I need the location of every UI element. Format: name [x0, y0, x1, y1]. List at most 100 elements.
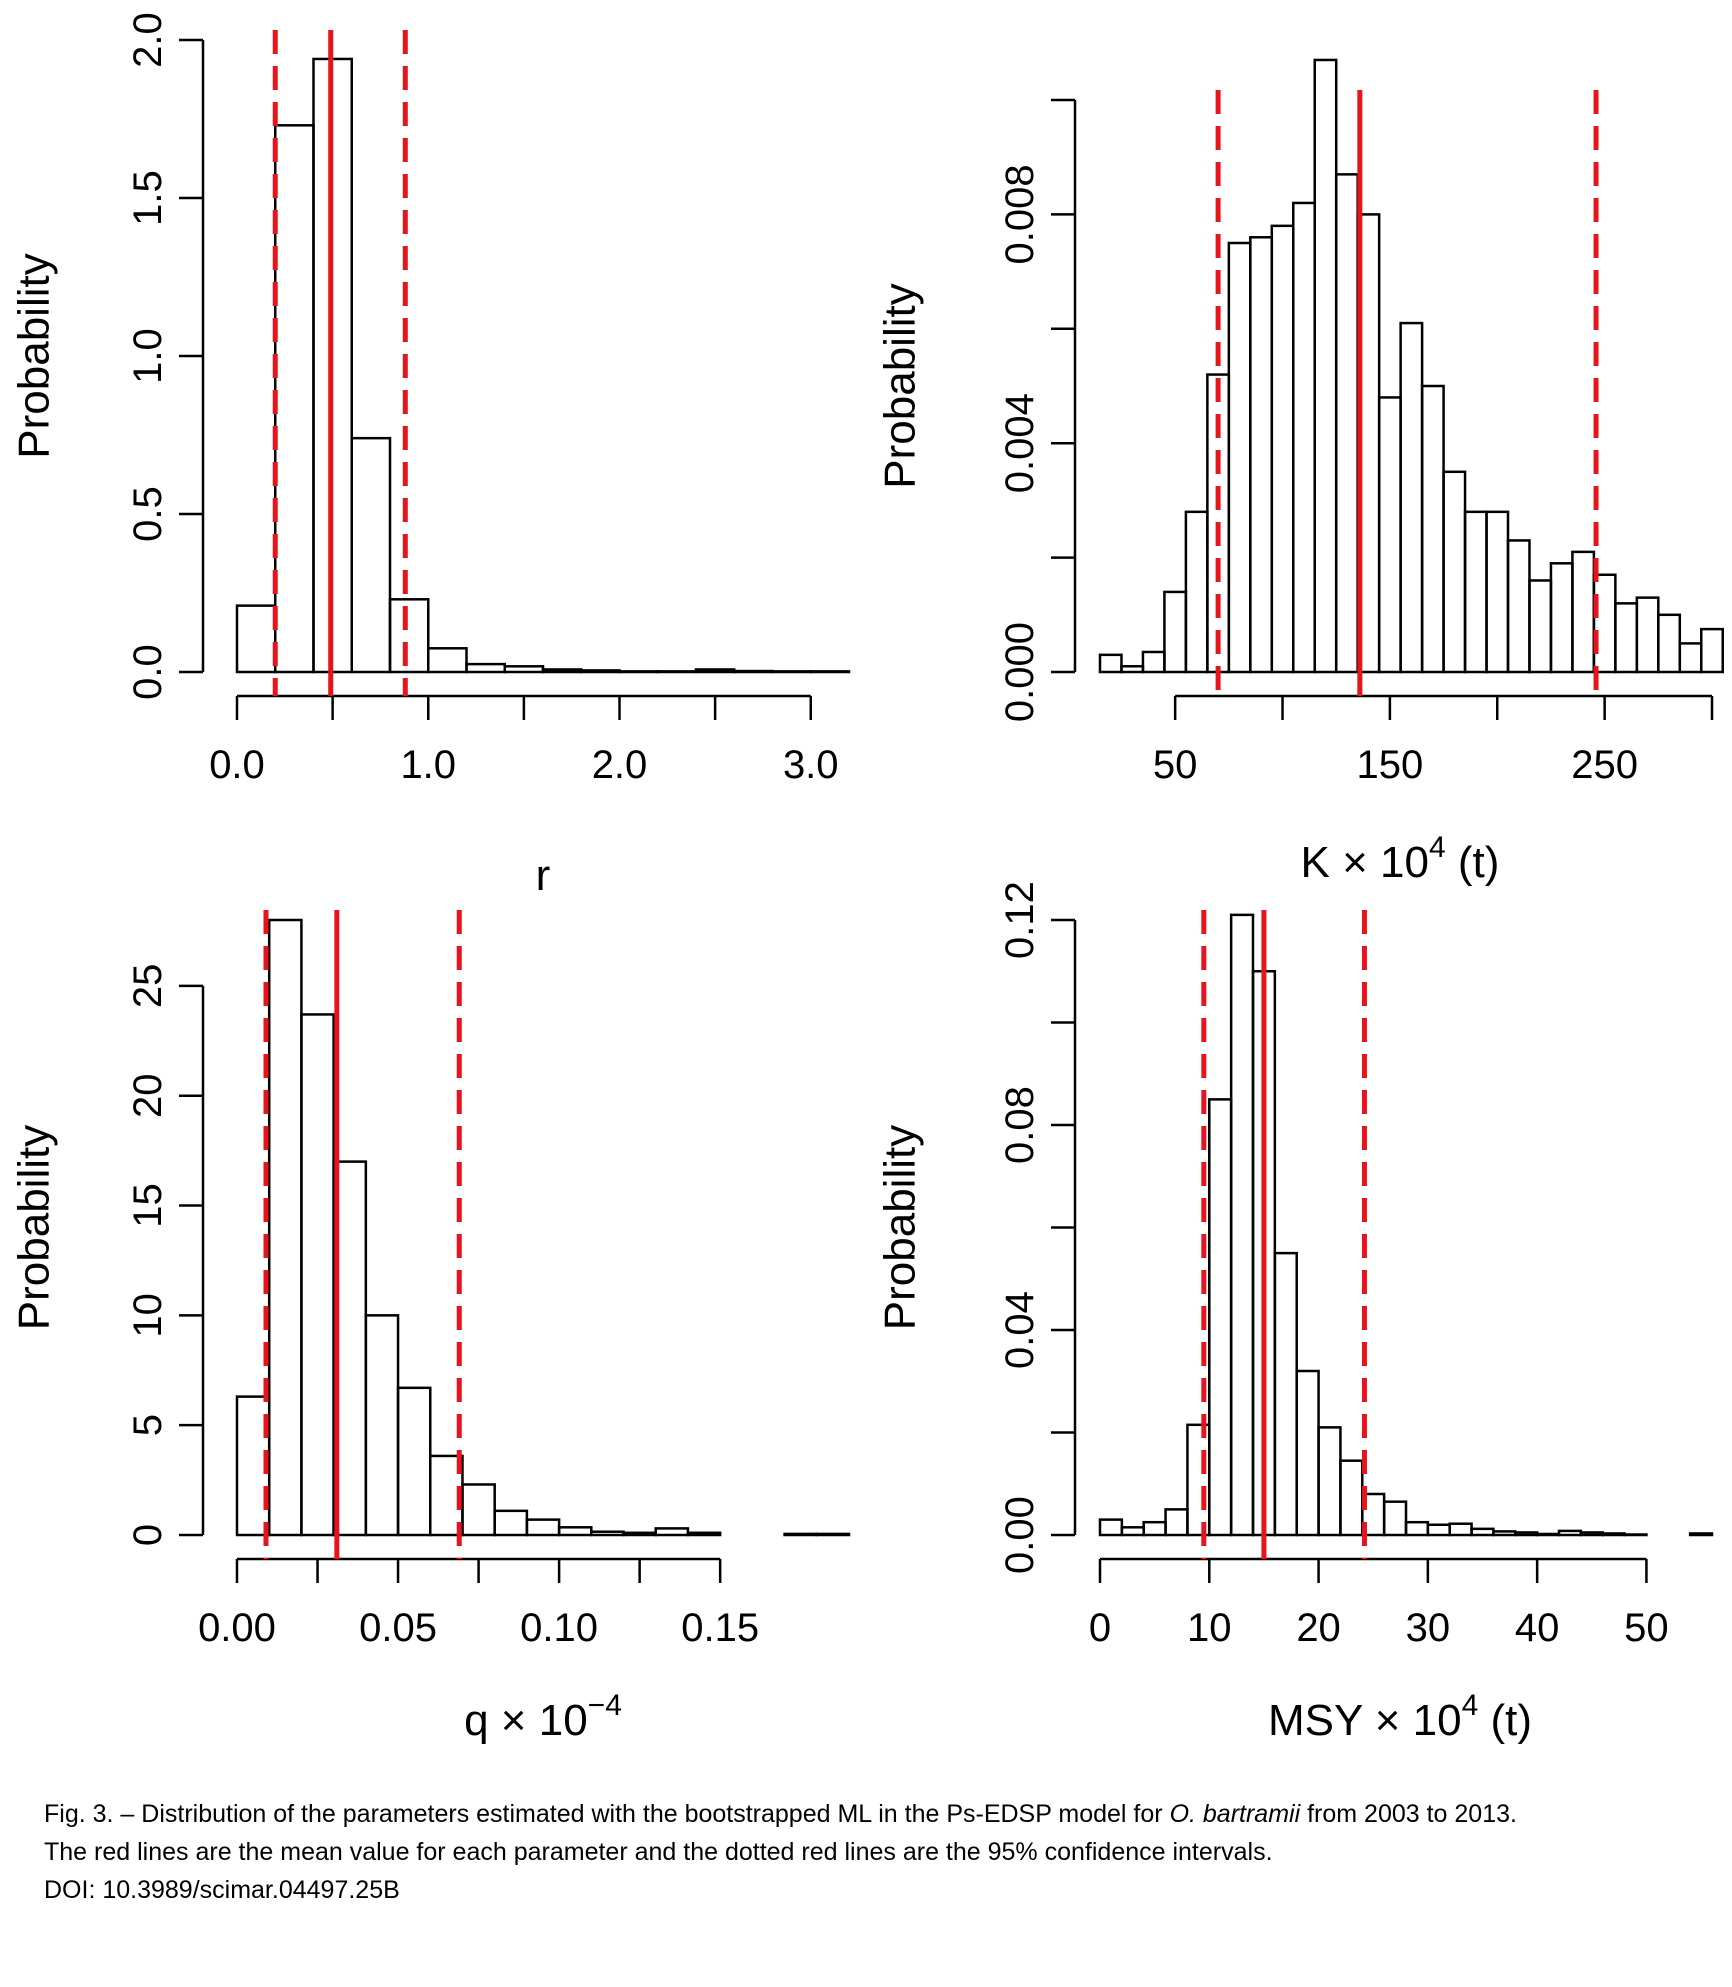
y-tick-label: 1.0	[126, 328, 170, 384]
histogram-bar	[1184, 510, 1209, 674]
histogram-bar	[541, 668, 583, 674]
histogram-bar	[300, 1013, 335, 1537]
y-tick-label: 5	[126, 1414, 170, 1436]
histogram-bar	[809, 670, 851, 674]
histogram-bar	[1292, 201, 1316, 674]
x-tick-label: 0	[1089, 1606, 1111, 1650]
histogram-bar	[580, 669, 621, 674]
x-axis-title: r	[536, 851, 551, 900]
y-tick-label: 0.0	[126, 644, 170, 700]
histogram-bar	[427, 647, 468, 674]
y-tick-label: 2.0	[126, 12, 170, 68]
histogram-bar	[1317, 1426, 1342, 1537]
x-axis-title-exponent: 4	[1462, 1689, 1479, 1722]
histogram-bar	[1186, 1423, 1211, 1537]
histogram-bar	[654, 1527, 690, 1537]
histogram-bar	[1227, 241, 1252, 674]
histogram-bar	[1579, 1531, 1604, 1537]
y-tick-label: 25	[126, 964, 170, 1009]
y-axis-title: Probability	[10, 253, 59, 458]
histogram-bar	[1208, 1098, 1233, 1537]
histogram-bar	[622, 1531, 657, 1537]
histogram-bar	[1420, 384, 1445, 674]
caption-species: O. bartramii	[1169, 1800, 1301, 1828]
histogram-bar	[1270, 224, 1295, 674]
histogram-bar	[1635, 596, 1660, 674]
x-axis-title-exponent: 4	[1429, 831, 1446, 864]
histogram-bar	[1492, 1530, 1517, 1537]
x-tick-label: 0.0	[209, 743, 265, 787]
y-tick-label: 10	[126, 1293, 170, 1338]
y-axis-title: Probability	[10, 1125, 59, 1330]
x-axis-title-unit: (t)	[1478, 1696, 1532, 1745]
histogram-bar	[1623, 1533, 1648, 1537]
x-tick-label: 250	[1571, 743, 1638, 787]
x-tick-label: 20	[1296, 1606, 1341, 1650]
x-tick-label: 50	[1624, 1606, 1669, 1650]
histogram-bar	[1313, 58, 1338, 674]
histogram-bar	[525, 1518, 561, 1537]
histogram-bar	[1514, 1531, 1539, 1537]
histogram-bar	[1339, 1459, 1364, 1537]
y-tick-label: 0.04	[998, 1291, 1042, 1369]
y-tick-label: 0.000	[998, 622, 1042, 722]
figure-caption: Fig. 3. – Distribution of the parameters…	[44, 1795, 1704, 1909]
x-tick-label: 30	[1406, 1606, 1451, 1650]
histogram-bar	[1382, 1500, 1408, 1537]
histogram-bar	[493, 1509, 529, 1537]
histogram-bar	[1592, 573, 1617, 674]
histogram-bar	[465, 662, 506, 674]
histogram-bar	[1463, 510, 1488, 674]
x-tick-label: 0.10	[520, 1606, 598, 1650]
histogram-bar	[1098, 653, 1123, 674]
x-tick-label: 150	[1357, 743, 1424, 787]
y-tick-label: 0.00	[998, 1496, 1042, 1574]
caption-line-2: The red lines are the mean value for eac…	[44, 1838, 1273, 1866]
x-tick-label: 1.0	[400, 743, 456, 787]
x-axis-title-exponent: −4	[588, 1689, 622, 1722]
histogram-bar	[1141, 650, 1166, 674]
y-tick-label: 0.08	[998, 1086, 1042, 1164]
histogram-bar	[1404, 1520, 1430, 1537]
histogram-bar	[1426, 1523, 1451, 1537]
histogram-bar	[590, 1530, 625, 1537]
histogram-bar	[557, 1526, 593, 1537]
histogram-bar	[1448, 1522, 1473, 1537]
x-tick-label: 10	[1187, 1606, 1232, 1650]
x-tick-label: 2.0	[592, 743, 648, 787]
histogram-bar	[1142, 1520, 1167, 1537]
histogram-r: 0.0 1.0 2.0 3.0 0.0 0.5 1.0 1.5 2.0 Probability r	[10, 12, 851, 900]
histogram-bar	[1688, 1532, 1714, 1537]
x-axis-title: K × 104 (t)	[1301, 831, 1500, 887]
histogram-bar	[618, 670, 659, 674]
histogram-bar	[350, 436, 392, 674]
histogram-bar	[1657, 613, 1682, 674]
histogram-bar	[656, 670, 698, 674]
histogram-bar	[503, 665, 545, 674]
histogram-bar	[1506, 539, 1531, 674]
x-axis-title: MSY × 104 (t)	[1268, 1689, 1532, 1745]
histogram-bar	[1120, 1526, 1145, 1537]
histogram-bar	[1528, 579, 1553, 674]
histogram-bar	[1163, 590, 1188, 674]
histogram-bar	[771, 670, 812, 674]
histogram-bar	[388, 598, 430, 674]
histogram-bar	[733, 669, 774, 674]
histogram-bar	[1535, 1532, 1561, 1537]
x-tick-label: 0.15	[681, 1606, 759, 1650]
histogram-bar	[1249, 236, 1274, 674]
histogram-bar	[783, 1532, 819, 1537]
histogram-bar	[461, 1483, 496, 1537]
caption-doi: DOI: 10.3989/scimar.04497.25B	[44, 1876, 400, 1904]
x-axis-title: q × 10−4	[464, 1689, 622, 1745]
histogram-bar	[1571, 550, 1596, 674]
histogram-bar	[1334, 173, 1359, 674]
x-axis-title-main: MSY × 10	[1268, 1696, 1462, 1745]
x-axis-title-unit: (t)	[1446, 838, 1500, 887]
histogram-k: 50 150 250 0.000 0.004 0.008 Probability K × 10…	[876, 58, 1724, 887]
y-axis-title: Probability	[876, 283, 925, 488]
histogram-bar	[235, 604, 277, 674]
histogram-bar	[364, 1314, 400, 1537]
caption-line-1-suffix: from 2003 to 2013.	[1300, 1800, 1517, 1828]
y-tick-label: 20	[126, 1073, 170, 1118]
